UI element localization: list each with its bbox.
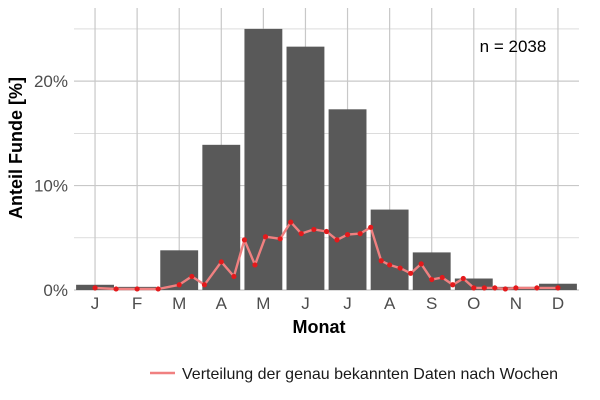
x-tick-label: J [301,294,310,313]
weekly-point [439,274,445,281]
weekly-point [368,224,374,230]
weekly-point [311,226,317,233]
bar-9 [412,252,451,290]
weekly-point [298,231,304,237]
weekly-point [429,276,435,283]
x-tick-label: D [552,294,564,313]
y-axis-title: Anteil Funde [%] [6,77,26,219]
weekly-point [155,286,161,292]
x-tick-label: N [510,294,522,313]
bar-5 [244,28,283,291]
x-tick-label: J [91,294,100,313]
weekly-point [201,282,208,288]
weekly-point [492,285,498,291]
x-tick-label: M [256,294,270,313]
bars-layer [76,28,577,291]
weekly-point [252,262,258,268]
weekly-point [134,286,140,292]
bar-7 [328,109,367,290]
weekly-point [397,265,403,271]
bar-4 [202,144,241,290]
legend-entry-label: Verteilung der genau bekannten Daten nac… [182,366,558,383]
bar-10 [454,278,493,290]
axis-layer: 0% 10% 20% J F M A M J J A S O N D [34,72,564,313]
weekly-point [92,285,98,291]
weekly-point [344,232,351,238]
weekly-point [471,285,477,291]
weekly-point [502,286,508,292]
bar-8 [370,209,409,290]
weekly-point [334,237,340,243]
weekly-point [513,285,519,291]
weekly-point [323,228,330,235]
y-tick-label: 10% [34,177,68,196]
x-tick-label: J [343,294,352,313]
weekly-point [555,285,561,291]
weekly-point [189,273,195,280]
weekly-point [418,261,424,267]
x-tick-label: A [216,294,228,313]
x-tick-label: S [426,294,437,313]
line-layer [92,219,561,292]
weekly-point [218,259,224,265]
x-tick-label: F [132,294,142,313]
weekly-point [450,282,456,288]
weekly-point [460,275,466,282]
y-tick-label: 0% [43,281,68,300]
sample-size-annotation: n = 2038 [480,37,547,56]
weekly-point [378,258,384,264]
x-tick-label: M [172,294,186,313]
weekly-point [113,286,119,292]
weekly-point [262,234,269,240]
weekly-point [387,262,393,268]
bar-6 [286,46,325,291]
legend: Verteilung der genau bekannten Daten nac… [150,366,558,383]
x-tick-label: O [467,294,480,313]
weekly-point [481,285,487,291]
y-tick-label: 20% [34,72,68,91]
weekly-point [357,231,363,237]
weekly-point [534,285,540,291]
weekly-point [176,282,182,288]
weekly-point [241,237,248,243]
x-axis-title: Monat [293,317,346,337]
x-tick-label: A [384,294,396,313]
weekly-point [277,236,283,242]
weekly-point [408,270,414,276]
weekly-point [231,273,237,280]
weekly-point [288,219,294,225]
